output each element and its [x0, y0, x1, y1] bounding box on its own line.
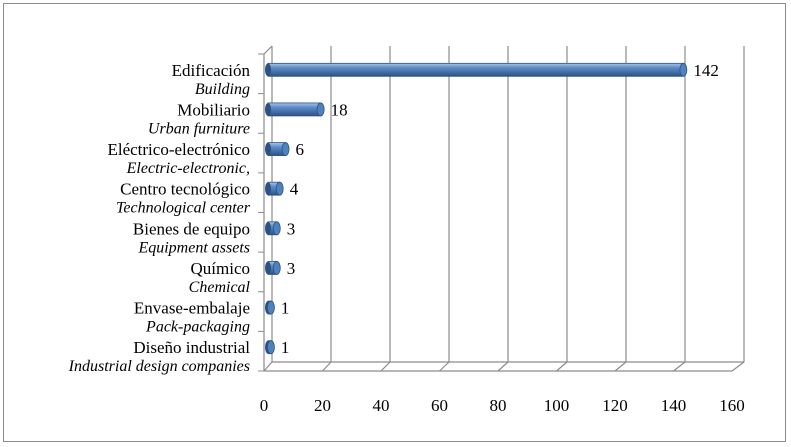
bar-body [267, 62, 684, 77]
category-sublabel: Industrial design companies [68, 358, 250, 375]
bar-end-cap [679, 62, 688, 77]
bar-end-cap [272, 261, 281, 275]
category-label: Mobiliario [177, 100, 250, 119]
category-sublabel: Chemical [189, 279, 251, 296]
x-tick-label: 40 [373, 396, 390, 415]
bar-end-cap [281, 142, 290, 156]
floor-gridline [263, 361, 273, 372]
bar: 4 [265, 180, 299, 199]
bar: 6 [265, 140, 304, 159]
bar-base-cap [265, 182, 271, 196]
bar-end-cap [267, 340, 275, 355]
floor-gridline [731, 361, 745, 372]
category-sublabel: Pack-packaging [145, 319, 250, 336]
data-label: 1 [281, 299, 290, 318]
data-label: 142 [693, 61, 719, 80]
data-label: 3 [287, 219, 296, 238]
side-wall-top [263, 45, 273, 55]
bar: 1 [265, 338, 289, 357]
bar: 1 [265, 299, 289, 318]
bar: 3 [265, 219, 295, 238]
x-tick-label: 100 [544, 396, 570, 415]
bar-end-cap [316, 102, 325, 117]
floor-gridline [556, 361, 568, 372]
bar-base-cap [265, 261, 271, 275]
floor-gridline [322, 361, 332, 372]
floor-gridline [380, 361, 391, 372]
bar-base-cap [265, 102, 271, 116]
category-label: Eléctrico-electrónico [107, 140, 250, 159]
bar: 142 [265, 61, 719, 80]
floor-gridline [614, 361, 627, 372]
category-label: Centro tecnológico [120, 180, 250, 199]
bar: 18 [265, 100, 348, 119]
category-label: Envase-embalaje [134, 299, 250, 318]
bar-base-cap [265, 63, 271, 77]
x-tick-label: 60 [431, 396, 448, 415]
category-sublabel: Technological center [116, 200, 251, 217]
x-tick-label: 140 [661, 396, 687, 415]
category-label: Químico [191, 259, 251, 278]
floor-gridline [673, 361, 686, 372]
data-label: 6 [296, 140, 305, 159]
x-tick-label: 0 [260, 396, 269, 415]
bar-body [267, 102, 322, 117]
data-label: 4 [290, 180, 299, 199]
data-label: 18 [331, 100, 348, 119]
chart-frame: 142 18 6 4 3 3 1 1 Edificación Building Mobiliari… [3, 3, 786, 442]
gridlines [258, 45, 745, 372]
x-tick-label: 80 [490, 396, 507, 415]
bar-end-cap [275, 181, 284, 196]
floor-gridline [497, 361, 509, 372]
bar-base-cap [265, 142, 271, 156]
bar: 3 [265, 259, 295, 278]
category-sublabel: Electric-electronic, [126, 160, 250, 177]
data-label: 3 [287, 259, 296, 278]
category-label: Bienes de equipo [133, 219, 250, 238]
category-sublabel: Building [195, 81, 250, 98]
x-axis-tick-labels: 0 20 40 60 80 100 120 140 160 [260, 396, 745, 415]
x-tick-label: 160 [719, 396, 745, 415]
data-label: 1 [281, 338, 290, 357]
bar-end-cap [267, 300, 275, 315]
category-sublabel: Equipment assets [137, 239, 250, 256]
bar-end-cap [272, 221, 281, 236]
bar-base-cap [265, 221, 271, 235]
category-label: Edificación [172, 61, 251, 80]
floor-gridline [439, 361, 450, 372]
category-label: Diseño industrial [133, 338, 250, 357]
x-tick-label: 120 [602, 396, 628, 415]
category-sublabel: Urban furniture [148, 120, 250, 137]
bars: 142 18 6 4 3 3 1 1 [265, 61, 719, 357]
x-tick-label: 20 [314, 396, 331, 415]
